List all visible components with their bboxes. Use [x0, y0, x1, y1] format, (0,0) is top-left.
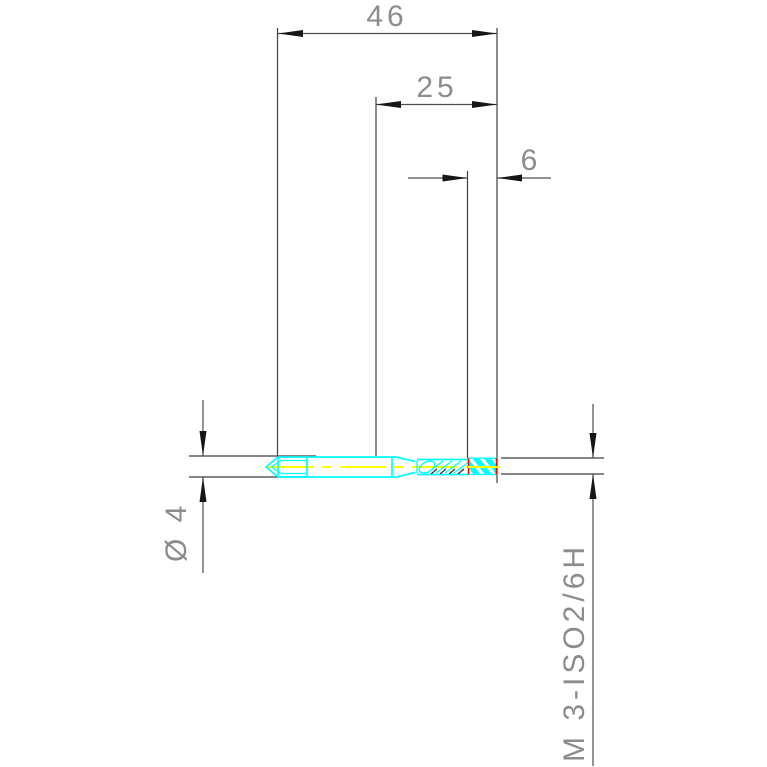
- tap-part: [264, 456, 500, 478]
- flute-line: [435, 460, 453, 474]
- flute-shadow-line: [430, 468, 438, 475]
- arrowhead-m3-top: [589, 433, 597, 458]
- arrowhead-46-right: [472, 30, 497, 37]
- dim-25-label: 25: [416, 71, 457, 104]
- taper-bottom-edge: [395, 471, 416, 478]
- arrowhead-m3-bottom: [589, 474, 597, 499]
- arrowhead-6-left: [442, 174, 468, 182]
- dim-d4-label: Ø 4: [160, 502, 193, 562]
- dimension-6: 6: [408, 144, 551, 182]
- shank-section: [307, 456, 396, 478]
- dim-6-label: 6: [521, 144, 542, 177]
- flute-shadow-line: [439, 468, 447, 475]
- chamfer-lead-section: [467, 457, 500, 476]
- chamfer-point-outer: [264, 456, 279, 478]
- arrowhead-d4-top: [199, 431, 207, 456]
- taper-top-edge: [395, 456, 416, 463]
- dimension-25: 25: [376, 71, 497, 108]
- arrowhead-d4-bottom: [199, 477, 207, 502]
- flute-line: [453, 461, 469, 474]
- arrowhead-6-right: [497, 174, 522, 182]
- arrowhead-25-right: [472, 101, 497, 108]
- flute-shadow-line: [457, 468, 465, 475]
- thread-section: [417, 458, 469, 476]
- arrowhead-46-left: [278, 30, 303, 37]
- extension-lines: [189, 28, 604, 483]
- dim-46-label: 46: [366, 0, 407, 33]
- flute-line: [426, 460, 444, 474]
- dim-thread-label: M 3-ISO2/6H: [558, 543, 591, 762]
- flute-shadow-line: [448, 468, 456, 475]
- square-drive-section: [264, 456, 308, 478]
- dimension-thread-spec: M 3-ISO2/6H: [558, 404, 597, 766]
- neck-taper-section: [395, 456, 418, 478]
- dimension-diameter-4: Ø 4: [160, 400, 207, 573]
- arrowhead-25-left: [376, 101, 401, 108]
- dimension-46: 46: [278, 0, 497, 37]
- flute-line: [444, 460, 462, 474]
